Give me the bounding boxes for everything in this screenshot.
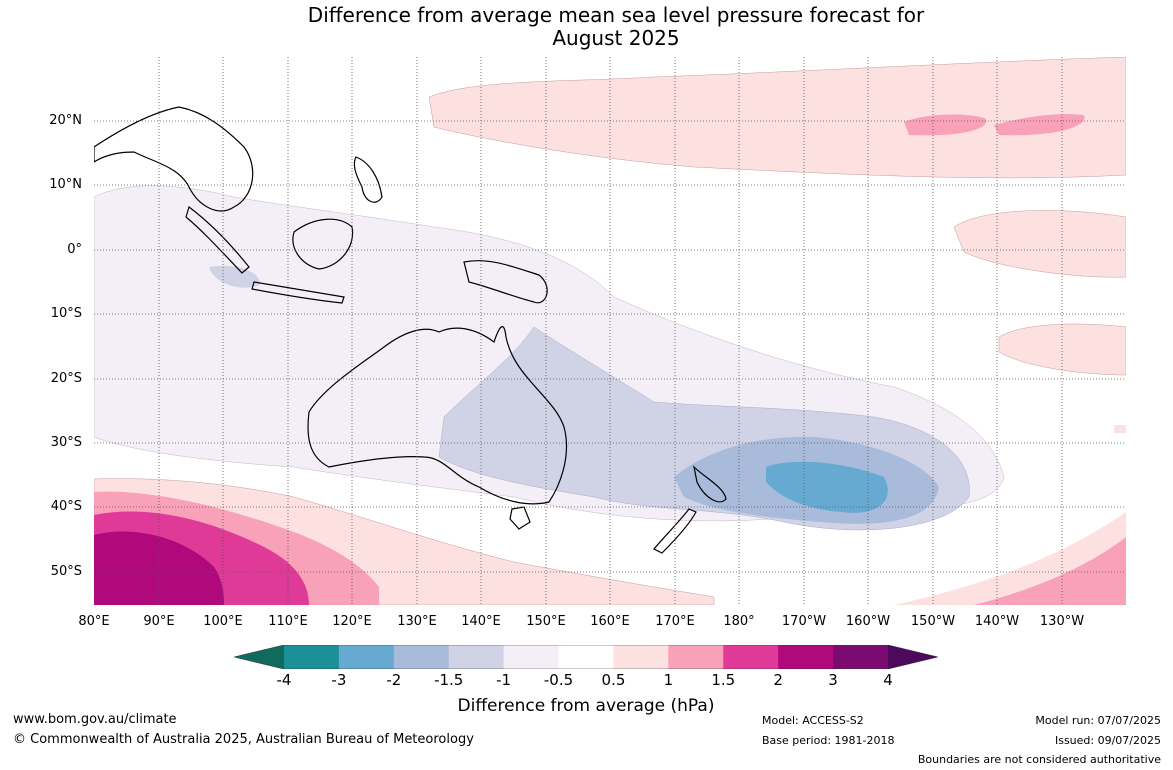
landmasses bbox=[94, 106, 727, 554]
southeast-pacific-positive-anomaly bbox=[998, 323, 1126, 376]
southeast-asia-outline bbox=[94, 106, 254, 212]
equatorial-east-positive-anomaly bbox=[953, 210, 1126, 278]
colorbar-label: Difference from average (hPa) bbox=[457, 696, 715, 716]
lat-label-20n: 20°N bbox=[49, 113, 82, 128]
java-outline bbox=[251, 281, 345, 304]
issued-date: Issued: 09/07/2025 bbox=[1054, 734, 1161, 747]
lon-label-120e: 120°E bbox=[332, 614, 372, 629]
colorbar bbox=[234, 645, 938, 669]
colorbar-cell bbox=[448, 645, 505, 669]
colorbar-cell bbox=[833, 645, 889, 669]
philippines-outline bbox=[353, 156, 383, 203]
lon-label-100e: 100°E bbox=[203, 614, 243, 629]
lon-label-90e: 90°E bbox=[143, 614, 175, 629]
copyright-notice: © Commonwealth of Australia 2025, Austra… bbox=[13, 732, 474, 747]
lon-label-110e: 110°E bbox=[268, 614, 308, 629]
new-zealand-south-outline bbox=[653, 508, 697, 554]
website-url[interactable]: www.bom.gov.au/climate bbox=[13, 712, 177, 727]
title-line-1: Difference from average mean sea level p… bbox=[307, 3, 925, 27]
tasman-east-small-anomaly bbox=[1114, 425, 1126, 433]
lat-label-0: 0° bbox=[67, 242, 82, 257]
base-period: Base period: 1981-2018 bbox=[762, 734, 895, 747]
tasman-strongest-negative-anomaly bbox=[766, 461, 888, 513]
lon-label-170w: 170°W bbox=[781, 614, 827, 629]
lat-label-50s: 50°S bbox=[50, 564, 82, 579]
colorbar-cell bbox=[393, 645, 450, 669]
lon-label-80e: 80°E bbox=[78, 614, 110, 629]
colorbar-cell bbox=[613, 645, 669, 669]
colorbar-cell bbox=[284, 645, 340, 669]
southern-indian-ocean-stronger-positive-anomaly bbox=[94, 531, 224, 605]
southeast-pacific-high-latitude-strong-anomaly bbox=[974, 537, 1126, 605]
colorbar-tick-label: 4 bbox=[883, 671, 893, 689]
colorbar-tick-label: -1.5 bbox=[434, 671, 464, 689]
lat-label-30s: 30°S bbox=[50, 435, 82, 450]
colorbar-cell bbox=[558, 645, 614, 669]
colorbar-cell bbox=[338, 645, 395, 669]
colorbar-tick-label: -1 bbox=[496, 671, 512, 689]
colorbar-tick-label: -0.5 bbox=[543, 671, 574, 689]
colorbar-tick-label: 3 bbox=[828, 671, 838, 689]
colorbar-cap-low bbox=[234, 645, 284, 669]
lat-label-20s: 20°S bbox=[50, 371, 82, 386]
model-run-date: Model run: 07/07/2025 bbox=[1035, 714, 1161, 727]
lon-label-130e: 130°E bbox=[397, 614, 437, 629]
colorbar-cell bbox=[668, 645, 724, 669]
new-guinea-outline bbox=[463, 260, 548, 304]
colorbar-tick-label: 1 bbox=[663, 671, 674, 689]
lat-label-10s: 10°S bbox=[50, 306, 82, 321]
colorbar-tick-label: 2 bbox=[773, 671, 783, 689]
lon-label-160w: 160°W bbox=[845, 614, 891, 629]
lon-label-170e: 170°E bbox=[655, 614, 695, 629]
colorbar-cell bbox=[503, 645, 560, 669]
colorbar-tick-label: -3 bbox=[331, 671, 347, 689]
north-pacific-strong-anomaly-west bbox=[904, 114, 987, 136]
lon-label-140w: 140°W bbox=[974, 614, 1020, 629]
lat-label-10n: 10°N bbox=[49, 177, 82, 192]
lon-label-140e: 140°E bbox=[461, 614, 501, 629]
title-line-2: August 2025 bbox=[552, 26, 680, 50]
colorbar-tick-label: 0.5 bbox=[601, 671, 626, 689]
colorbar-tick-label: -2 bbox=[386, 671, 402, 689]
tasmania-outline bbox=[509, 506, 531, 530]
lon-label-150e: 150°E bbox=[526, 614, 566, 629]
lon-label-160e: 160°E bbox=[590, 614, 630, 629]
boundaries-disclaimer: Boundaries are not considered authoritat… bbox=[917, 753, 1161, 766]
pressure-anomaly-map bbox=[94, 57, 1126, 605]
colorbar-cell bbox=[723, 645, 779, 669]
lon-label-150w: 150°W bbox=[910, 614, 956, 629]
lon-label-130w: 130°W bbox=[1039, 614, 1085, 629]
lat-label-40s: 40°S bbox=[50, 499, 82, 514]
australia-outline bbox=[307, 326, 568, 505]
colorbar-cell bbox=[778, 645, 834, 669]
graticule bbox=[94, 57, 1126, 605]
sumatra-outline bbox=[185, 206, 250, 274]
colorbar-tick-label: -4 bbox=[276, 671, 292, 689]
colorbar-cap-high bbox=[888, 645, 938, 669]
colorbar-cells bbox=[234, 645, 938, 669]
north-pacific-positive-anomaly bbox=[428, 57, 1126, 179]
lon-label-180: 180° bbox=[723, 614, 755, 629]
borneo-outline bbox=[292, 218, 354, 270]
map-title: Difference from average mean sea level p… bbox=[0, 4, 1173, 50]
indian-ocean-small-negative-anomaly bbox=[209, 265, 260, 288]
model-name: Model: ACCESS-S2 bbox=[762, 714, 864, 727]
new-zealand-north-outline bbox=[693, 465, 727, 503]
colorbar-tick-label: 1.5 bbox=[711, 671, 736, 689]
